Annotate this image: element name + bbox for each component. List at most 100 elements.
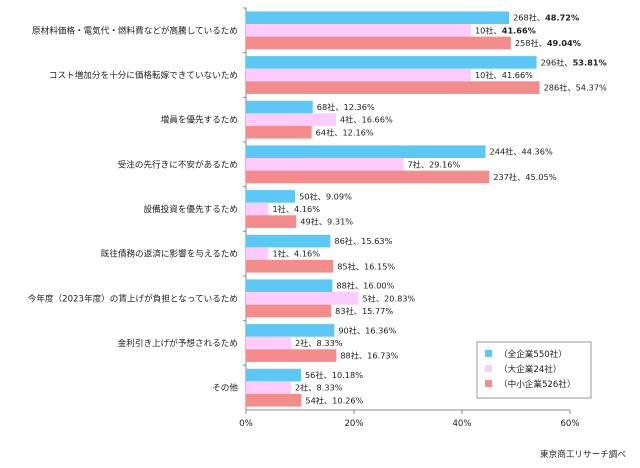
bar [246,381,291,394]
data-label-text: 4社、16.66% [340,115,393,125]
source-note: 東京商工リサーチ調べ [540,448,626,460]
bar [246,81,540,94]
x-axis: 0% 20% 40% 60% [239,410,580,429]
bar [246,324,335,337]
legend: （全企業550社） （大企業24社） （中小企業526社） [476,341,592,399]
data-label-text: 10社、41.66% [475,70,533,80]
bar [246,36,511,50]
data-label: 10社、41.66% [475,25,536,35]
data-label-text: 1社、4.16% [272,249,320,259]
bar [246,279,333,293]
bars-layer [246,11,540,407]
bar [246,215,297,228]
category-label: 受注の先行きに不安があるため [118,158,238,170]
data-label: 5社、20.83% [362,293,415,303]
data-label: 1社、4.16% [272,249,320,259]
x-tick-label: 40% [452,419,471,429]
data-label-text: 268社、 [513,13,545,23]
data-label-text: 258社、 [515,38,547,48]
legend-label: （大企業24社） [499,363,562,375]
bar [246,113,336,126]
data-label-text: 56社、10.18% [305,370,363,380]
category-label: 原材料価格・電気代・燃料費などが高騰しているため [32,24,238,36]
data-label: 7社、29.16% [407,159,460,169]
bar [246,100,313,114]
bar [246,190,296,203]
data-label: 2社、8.33% [295,338,343,348]
data-label-text: 10社、 [475,25,502,35]
bar [246,11,510,25]
bar [246,368,301,382]
bar [246,393,302,407]
data-label-text: 7社、29.16% [407,159,460,169]
data-label-text: 286社、54.37% [544,83,607,93]
bar [246,170,490,184]
data-label: 85社、16.15% [337,261,395,271]
category-label: その他 [212,382,238,394]
data-label: 68社、12.36% [317,102,375,112]
data-label: 50社、9.09% [299,191,352,201]
bar [246,24,471,37]
bar [246,145,486,159]
legend-label: （中小企業526社） [499,378,576,390]
legend-swatch [485,380,492,387]
data-label-text: 49社、9.31% [300,217,353,227]
data-label: 54社、10.26% [305,395,363,405]
bar [246,336,291,350]
data-label-text: 85社、16.15% [337,261,395,271]
category-label: 今年度（2023年度）の賃上げが負担となっているため [28,292,238,304]
data-label: 237社、45.05% [493,172,556,182]
data-label: 56社、10.18% [305,370,363,380]
bar [246,125,312,139]
category-label: 既往債務の返済に影響を与えるため [101,248,238,260]
data-label-pct: 41.66% [502,25,536,35]
data-label-text: 2社、8.33% [295,338,343,348]
data-label: 1社、4.16% [272,204,320,214]
bar [246,259,334,273]
legend-box [476,341,592,399]
data-label-pct: 53.81% [573,57,607,67]
data-label-text: 244社、44.36% [490,147,553,157]
data-label: 88社、16.00% [336,281,394,291]
data-label: 88社、16.73% [340,351,398,361]
data-label: 286社、54.37% [544,83,607,93]
data-label: 90社、16.36% [338,325,396,335]
category-label: 増員を優先するため [161,114,238,126]
category-label: コスト増加分を十分に価格転嫁できていないため [49,69,238,81]
bar [246,247,269,260]
data-label: 86社、15.63% [334,236,392,246]
data-label-text: 296社、 [541,57,573,67]
data-label-text: 1社、4.16% [272,204,320,214]
data-label: 64社、12.16% [316,127,374,137]
data-label-text: 54社、10.26% [305,395,363,405]
legend-label: （全企業550社） [499,348,567,360]
data-label-text: 68社、12.36% [317,102,375,112]
data-label-text: 2社、8.33% [295,383,343,393]
data-label-text: 88社、16.00% [336,281,394,291]
data-label: 2社、8.33% [295,383,343,393]
bar [246,234,331,248]
data-label: 83社、15.77% [335,306,393,316]
data-label: 268社、48.72% [513,13,579,23]
x-tick-label: 60% [560,419,579,429]
data-label-text: 86社、15.63% [334,236,392,246]
data-label-text: 83社、15.77% [335,306,393,316]
data-label: 49社、9.31% [300,217,353,227]
x-tick-label: 20% [344,419,363,429]
data-label: 10社、41.66% [475,70,533,80]
data-label: 258社、49.04% [515,38,581,48]
legend-swatch [485,365,492,372]
category-label: 金利引き上げが予想されるため [118,337,238,349]
data-labels: 268社、48.72% 10社、41.66% 258社、49.04% 296社、53.… [272,13,607,406]
data-label-text: 237社、45.05% [493,172,556,182]
category-labels: 原材料価格・電気代・燃料費などが高騰しているためコスト増加分を十分に価格転嫁でき… [28,24,239,393]
bar [246,56,537,69]
bar [246,158,404,171]
data-label-text: 5社、20.83% [362,293,415,303]
data-label: 4社、16.66% [340,115,393,125]
data-label-pct: 49.04% [547,38,581,48]
bar [246,292,359,305]
data-label-text: 50社、9.09% [299,191,352,201]
data-label: 244社、44.36% [490,147,553,157]
